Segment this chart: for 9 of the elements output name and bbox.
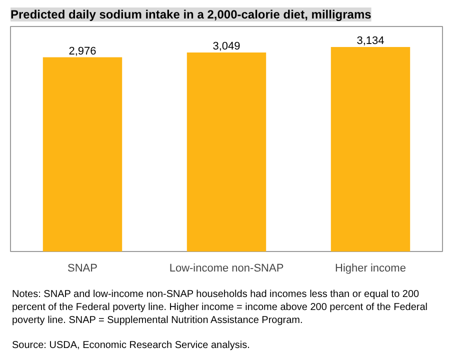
text: Notes: SNAP and low-income non-SNAP households had incomes less than or equal to 200 percent of the Federal poverty line. Higher income = income above 200 percent of the Federal poverty line. SNAP = Supplemental Nutrition Assistance Program. [12, 288, 429, 327]
data-label: 3,049 [212, 40, 240, 52]
x-tick-label: Higher income [335, 262, 406, 274]
source-note: Source: USDA, Economic Research Service analysis. [12, 339, 250, 351]
x-tick-label: Low-income non-SNAP [169, 262, 284, 274]
x-tick-label: SNAP [68, 262, 98, 274]
data-label: 3,134 [356, 34, 384, 47]
data-label: 2,976 [68, 45, 96, 58]
chart-title: Predicted daily sodium intake in a 2,000-calorie diet, milligrams [10, 8, 372, 22]
